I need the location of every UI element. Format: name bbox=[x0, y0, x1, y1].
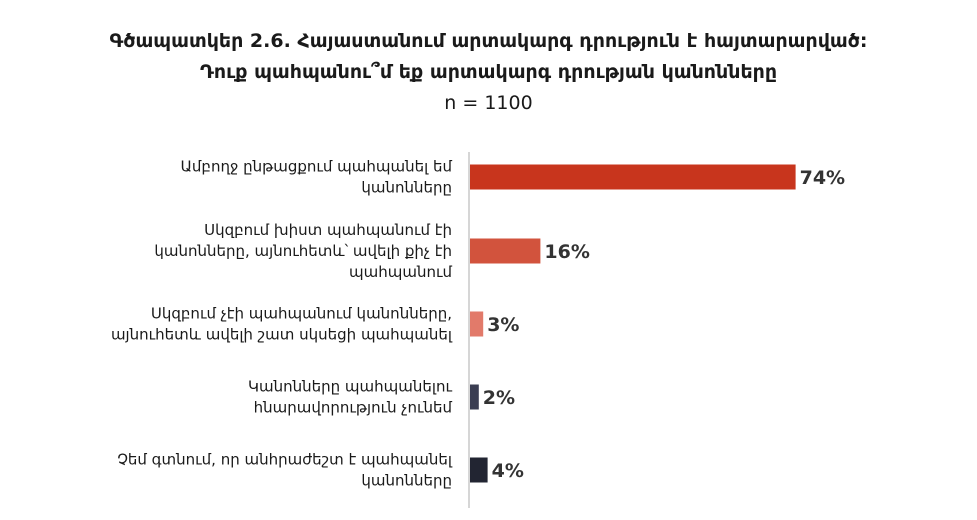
category-label-4: Կանոնները պահպանելու հնարավորություն չուն… bbox=[248, 378, 452, 417]
category-label-1-line-2: կանոնները bbox=[361, 179, 452, 197]
value-label-4: 2% bbox=[483, 387, 515, 409]
value-label-3: 3% bbox=[487, 314, 519, 336]
chart-subtitle: n = 1100 bbox=[444, 92, 533, 114]
value-label-5: 4% bbox=[492, 460, 524, 482]
bar-1 bbox=[470, 164, 796, 190]
category-label-1-line-1: Ամբողջ ընթացքում պահպանել եմ bbox=[180, 158, 452, 176]
bar-2 bbox=[470, 238, 541, 264]
category-label-2-line-2: կանոնները, այնուհետև՝ ավելի քիչ էի bbox=[154, 242, 452, 260]
chart-title-line-1: Գծապատկեր 2.6. Հայաստանում արտակարգ դրու… bbox=[109, 30, 868, 52]
category-label-1: Ամբողջ ընթացքում պահպանել եմ կանոնները bbox=[180, 158, 452, 197]
category-label-2: Սկզբում խիստ պահպանում էի կանոնները, այնո… bbox=[154, 221, 452, 281]
category-label-4-line-1: Կանոնները պահպանելու bbox=[248, 378, 452, 396]
category-label-5-line-2: կանոնները bbox=[361, 472, 452, 490]
category-label-3: Սկզբում չէի պահպանում կանոնները, այնուհետ… bbox=[111, 305, 453, 344]
category-label-5: Չեմ գտնում, որ անհրաժեշտ է պահպանել կանոն… bbox=[117, 451, 453, 490]
category-label-2-line-1: Սկզբում խիստ պահպանում էի bbox=[204, 221, 452, 239]
category-label-5-line-1: Չեմ գտնում, որ անհրաժեշտ է պահպանել bbox=[117, 451, 453, 469]
bar-5 bbox=[470, 457, 488, 483]
bar-3 bbox=[470, 311, 484, 337]
chart-title-line-2: Դուք պահպանու՞մ եք արտակարգ դրության կան… bbox=[199, 61, 778, 83]
category-label-3-line-1: Սկզբում չէի պահպանում կանոնները, bbox=[151, 305, 452, 323]
category-label-4-line-2: հնարավորություն չունեմ bbox=[254, 399, 453, 417]
value-label-2: 16% bbox=[544, 241, 589, 263]
category-label-2-line-3: պահպանում bbox=[349, 263, 452, 281]
chart-title: Գծապատկեր 2.6. Հայաստանում արտակարգ դրու… bbox=[0, 26, 977, 88]
bar-4 bbox=[470, 384, 479, 410]
value-label-1: 74% bbox=[800, 167, 845, 189]
category-label-3-line-2: այնուհետև ավելի շատ սկսեցի պահպանել bbox=[111, 326, 453, 344]
